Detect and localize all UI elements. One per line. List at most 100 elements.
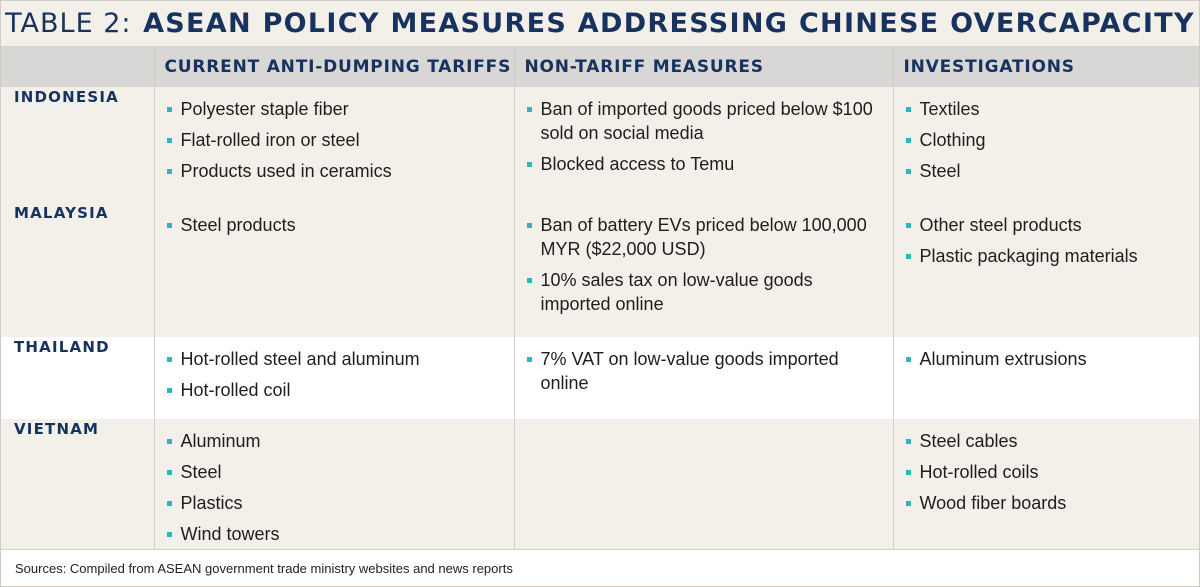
country-cell: VIETNAM bbox=[0, 419, 154, 561]
list-item: Steel bbox=[165, 460, 506, 484]
list-item: Steel products bbox=[165, 213, 506, 237]
bullet-icon bbox=[905, 439, 911, 444]
item-text: Clothing bbox=[919, 130, 986, 150]
header-tariffs: CURRENT ANTI-DUMPING TARIFFS bbox=[153, 47, 514, 87]
list-item: 7% VAT on low-value goods imported onlin… bbox=[525, 347, 885, 395]
tariffs-cell: Aluminum Steel Plastics Wind towers bbox=[153, 419, 514, 561]
bullet-icon bbox=[526, 278, 532, 283]
list-item: Plastics bbox=[165, 491, 506, 515]
item-text: Steel bbox=[919, 161, 961, 181]
item-text: Products used in ceramics bbox=[180, 161, 392, 181]
bullet-icon bbox=[905, 501, 911, 506]
bullet-icon bbox=[166, 107, 172, 112]
item-text: 7% VAT on low-value goods imported onlin… bbox=[540, 349, 839, 393]
list-item: Hot-rolled coil bbox=[165, 378, 506, 402]
item-text: Hot-rolled coils bbox=[919, 462, 1039, 482]
item-text: Other steel products bbox=[919, 215, 1082, 235]
item-text: Plastics bbox=[180, 493, 243, 513]
item-text: Wind towers bbox=[180, 524, 280, 544]
item-text: Blocked access to Temu bbox=[540, 154, 735, 174]
header-investigations: INVESTIGATIONS bbox=[892, 47, 1200, 87]
bullet-icon bbox=[526, 107, 532, 112]
nontariff-cell: Ban of imported goods priced below $100 … bbox=[513, 87, 893, 203]
country-cell: MALAYSIA bbox=[0, 203, 154, 337]
investigations-cell: Aluminum extrusions bbox=[892, 337, 1200, 419]
bullet-icon bbox=[905, 169, 911, 174]
bullet-icon bbox=[166, 223, 172, 228]
item-text: Ban of imported goods priced below $100 … bbox=[540, 99, 873, 143]
list-item: Clothing bbox=[904, 128, 1193, 152]
item-text: Polyester staple fiber bbox=[180, 99, 349, 119]
list-item: 10% sales tax on low-value goods importe… bbox=[525, 268, 885, 316]
header-nontariff: NON-TARIFF MEASURES bbox=[513, 47, 893, 87]
item-text: Textiles bbox=[919, 99, 980, 119]
item-text: 10% sales tax on low-value goods importe… bbox=[540, 270, 813, 314]
item-text: Steel cables bbox=[919, 431, 1018, 451]
item-text: Steel bbox=[180, 462, 222, 482]
list-item: Blocked access to Temu bbox=[525, 152, 885, 176]
bullet-icon bbox=[166, 169, 172, 174]
bullet-icon bbox=[166, 470, 172, 475]
list-item: Steel bbox=[904, 159, 1193, 183]
list-item: Wood fiber boards bbox=[904, 491, 1193, 515]
header-country bbox=[0, 47, 154, 87]
bullet-icon bbox=[905, 470, 911, 475]
header-row: CURRENT ANTI-DUMPING TARIFFS NON-TARIFF … bbox=[0, 47, 1200, 87]
bullet-icon bbox=[166, 439, 172, 444]
source-note: Sources: Compiled from ASEAN government … bbox=[0, 549, 1200, 587]
bullet-icon bbox=[526, 223, 532, 228]
tariffs-cell: Steel products bbox=[153, 203, 514, 337]
tariffs-cell: Hot-rolled steel and aluminum Hot-rolled… bbox=[153, 337, 514, 419]
bullet-icon bbox=[905, 357, 911, 362]
list-item: Hot-rolled steel and aluminum bbox=[165, 347, 506, 371]
nontariff-cell: Ban of battery EVs priced below 100,000 … bbox=[513, 203, 893, 337]
table-row: THAILAND Hot-rolled steel and aluminum H… bbox=[0, 337, 1200, 419]
item-text: Ban of battery EVs priced below 100,000 … bbox=[540, 215, 867, 259]
bullet-icon bbox=[166, 138, 172, 143]
list-item: Plastic packaging materials bbox=[904, 244, 1193, 268]
item-text: Hot-rolled coil bbox=[180, 380, 291, 400]
list-item: Textiles bbox=[904, 97, 1193, 121]
bullet-icon bbox=[905, 254, 911, 259]
list-item: Steel cables bbox=[904, 429, 1193, 453]
table-row: INDONESIA Polyester staple fiber Flat-ro… bbox=[0, 87, 1200, 203]
nontariff-cell: 7% VAT on low-value goods imported onlin… bbox=[513, 337, 893, 419]
bullet-icon bbox=[166, 357, 172, 362]
country-cell: THAILAND bbox=[0, 337, 154, 419]
bullet-icon bbox=[905, 107, 911, 112]
bullet-icon bbox=[166, 532, 172, 537]
nontariff-cell bbox=[513, 419, 893, 561]
bullet-icon bbox=[905, 223, 911, 228]
tariffs-cell: Polyester staple fiber Flat-rolled iron … bbox=[153, 87, 514, 203]
table-title: TABLE 2: ASEAN POLICY MEASURES ADDRESSIN… bbox=[0, 0, 1200, 47]
list-item: Ban of imported goods priced below $100 … bbox=[525, 97, 885, 145]
bullet-icon bbox=[166, 388, 172, 393]
bullet-icon bbox=[526, 357, 532, 362]
policy-table: CURRENT ANTI-DUMPING TARIFFS NON-TARIFF … bbox=[0, 47, 1200, 561]
item-text: Hot-rolled steel and aluminum bbox=[180, 349, 420, 369]
list-item: Other steel products bbox=[904, 213, 1193, 237]
bullet-icon bbox=[526, 162, 532, 167]
list-item: Ban of battery EVs priced below 100,000 … bbox=[525, 213, 885, 261]
country-cell: INDONESIA bbox=[0, 87, 154, 203]
investigations-cell: Other steel products Plastic packaging m… bbox=[892, 203, 1200, 337]
bullet-icon bbox=[905, 138, 911, 143]
item-text: Aluminum bbox=[180, 431, 261, 451]
list-item: Aluminum extrusions bbox=[904, 347, 1193, 371]
list-item: Wind towers bbox=[165, 522, 506, 546]
list-item: Aluminum bbox=[165, 429, 506, 453]
table-row: VIETNAM Aluminum Steel Plastics Wind tow… bbox=[0, 419, 1200, 561]
list-item: Flat-rolled iron or steel bbox=[165, 128, 506, 152]
bullet-icon bbox=[166, 501, 172, 506]
item-text: Wood fiber boards bbox=[919, 493, 1067, 513]
investigations-cell: Textiles Clothing Steel bbox=[892, 87, 1200, 203]
item-text: Aluminum extrusions bbox=[919, 349, 1087, 369]
list-item: Products used in ceramics bbox=[165, 159, 506, 183]
item-text: Steel products bbox=[180, 215, 296, 235]
item-text: Plastic packaging materials bbox=[919, 246, 1138, 266]
table-title-main: ASEAN POLICY MEASURES ADDRESSING CHINESE… bbox=[143, 7, 1195, 39]
investigations-cell: Steel cables Hot-rolled coils Wood fiber… bbox=[892, 419, 1200, 561]
item-text: Flat-rolled iron or steel bbox=[180, 130, 360, 150]
table-title-prefix: TABLE 2: bbox=[5, 7, 132, 39]
